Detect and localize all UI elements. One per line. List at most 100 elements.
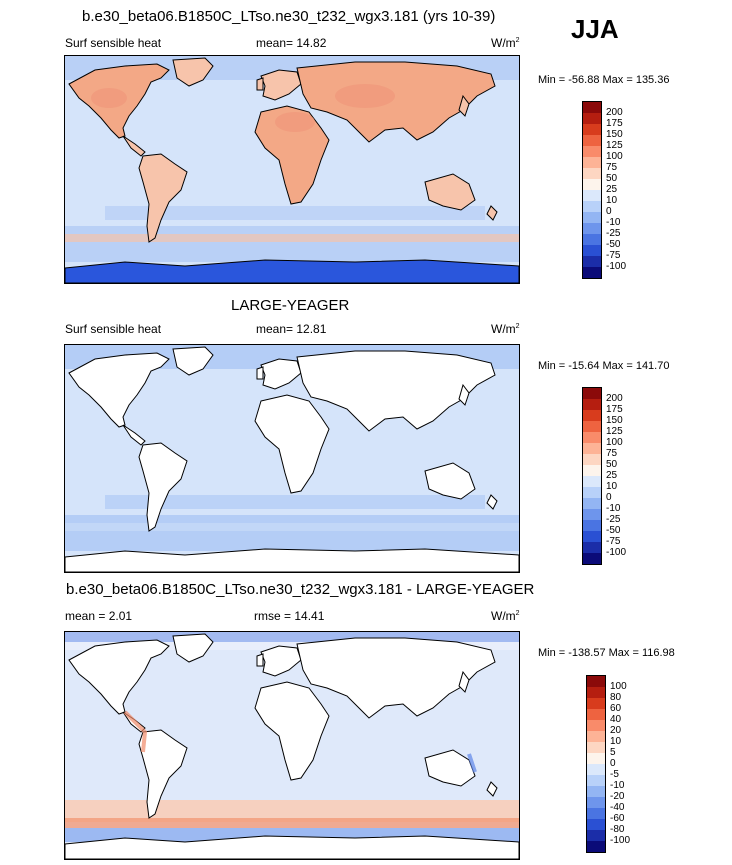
colorbar-cell: [583, 410, 601, 421]
subtropical-band: [105, 206, 485, 220]
colorbar-tick-label: 10: [606, 195, 618, 206]
continent-nz: [486, 494, 498, 510]
colorbar-cell: [583, 102, 601, 113]
southern-ocean-band: [65, 515, 519, 551]
colorbar-cell: [583, 223, 601, 234]
panel1-colorbar: [582, 101, 602, 279]
colorbar-cell: [583, 168, 601, 179]
hot-region-sahara: [275, 112, 315, 132]
colorbar-cell: [583, 135, 601, 146]
colorbar-tick-label: -100: [606, 547, 627, 558]
colorbar-cell: [583, 256, 601, 267]
continent-europe: [260, 645, 302, 677]
colorbar-tick-label: 100: [610, 681, 627, 692]
colorbar-cell: [583, 520, 601, 531]
continent-africa: [254, 105, 330, 205]
colorbar-cell: [583, 443, 601, 454]
continent-japan: [458, 383, 470, 406]
colorbar-tick-label: -10: [610, 780, 625, 791]
continent-asia: [296, 350, 496, 432]
panel3-minmax: Min = -138.57 Max = 116.98: [538, 647, 675, 659]
colorbar-cell: [583, 234, 601, 245]
colorbar-cell: [583, 245, 601, 256]
panel1-variable: Surf sensible heat: [65, 36, 162, 50]
colorbar-tick-label: 25: [606, 184, 618, 195]
colorbar-tick-label: 100: [606, 437, 623, 448]
colorbar-tick-label: 0: [606, 206, 612, 217]
colorbar-cell: [583, 212, 601, 223]
colorbar-tick-label: -75: [606, 250, 621, 261]
continent-asia: [296, 637, 496, 719]
colorbar-cell: [583, 388, 601, 399]
colorbar-cell: [587, 797, 605, 808]
continent-australia: [424, 749, 476, 787]
continent-northAmerica: [68, 352, 170, 428]
continent-japan: [458, 670, 470, 693]
colorbar-tick-label: 25: [606, 470, 618, 481]
continent-centralAm: [122, 135, 146, 157]
continent-uk: [256, 653, 264, 667]
colorbar-tick-label: 20: [610, 725, 622, 736]
hot-region-asia: [335, 84, 395, 108]
southern-ocean-streak: [65, 234, 519, 242]
colorbar-cell: [583, 179, 601, 190]
colorbar-cell: [587, 786, 605, 797]
colorbar-tick-label: -40: [610, 802, 625, 813]
colorbar-tick-label: -100: [606, 261, 627, 272]
colorbar-tick-label: -60: [610, 813, 625, 824]
colorbar-tick-label: 75: [606, 448, 618, 459]
colorbar-cell: [587, 841, 605, 852]
colorbar-cell: [587, 676, 605, 687]
colorbar-cell: [583, 553, 601, 564]
colorbar-cell: [583, 421, 601, 432]
colorbar-tick-label: 175: [606, 118, 623, 129]
colorbar-tick-label: 75: [606, 162, 618, 173]
panel3-units: W/m2: [491, 609, 520, 623]
continent-europe: [260, 69, 302, 101]
colorbar-tick-label: 125: [606, 140, 623, 151]
colorbar-tick-label: 60: [610, 703, 622, 714]
continent-australia: [424, 462, 476, 500]
panel1-map: [64, 55, 520, 284]
colorbar-cell: [583, 487, 601, 498]
colorbar-cell: [583, 542, 601, 553]
continent-greenland: [172, 633, 214, 663]
colorbar-cell: [583, 454, 601, 465]
coastal-warm-anomaly: [123, 710, 148, 753]
panel2-colorbar: [582, 387, 602, 565]
colorbar-tick-label: -50: [606, 525, 621, 536]
arctic-cold-band: [65, 632, 519, 642]
colorbar-cell: [583, 190, 601, 201]
colorbar-cell: [587, 742, 605, 753]
colorbar-tick-label: -75: [606, 536, 621, 547]
panel1-title: b.e30_beta06.B1850C_LTso.ne30_t232_wgx3.…: [82, 8, 496, 25]
continent-nz: [486, 205, 498, 221]
panel1-mean: mean= 14.82: [256, 36, 327, 50]
colorbar-tick-label: 40: [610, 714, 622, 725]
panel2-title: LARGE-YEAGER: [231, 297, 350, 314]
colorbar-tick-label: 100: [606, 151, 623, 162]
southern-ocean-band: [65, 226, 519, 262]
continent-japan: [458, 94, 470, 117]
continent-australia: [424, 173, 476, 211]
colorbar-cell: [583, 399, 601, 410]
panel2-map: [64, 344, 520, 573]
southern-ocean-warm-band: [65, 818, 519, 828]
colorbar-tick-label: 5: [610, 747, 616, 758]
colorbar-tick-label: 200: [606, 107, 623, 118]
panel2-minmax: Min = -15.64 Max = 141.70: [538, 360, 670, 372]
southern-ocean-band: [65, 800, 519, 822]
continent-nz: [486, 781, 498, 797]
colorbar-cell: [583, 157, 601, 168]
colorbar-tick-label: 80: [610, 692, 622, 703]
continent-antarctica: [65, 835, 519, 859]
season-label: JJA: [571, 14, 619, 44]
colorbar-tick-label: 0: [606, 492, 612, 503]
colorbar-cell: [587, 753, 605, 764]
colorbar-cell: [587, 709, 605, 720]
colorbar-tick-label: -10: [606, 503, 621, 514]
colorbar-cell: [587, 819, 605, 830]
colorbar-cell: [587, 764, 605, 775]
colorbar-cell: [583, 201, 601, 212]
continent-uk: [256, 77, 264, 91]
